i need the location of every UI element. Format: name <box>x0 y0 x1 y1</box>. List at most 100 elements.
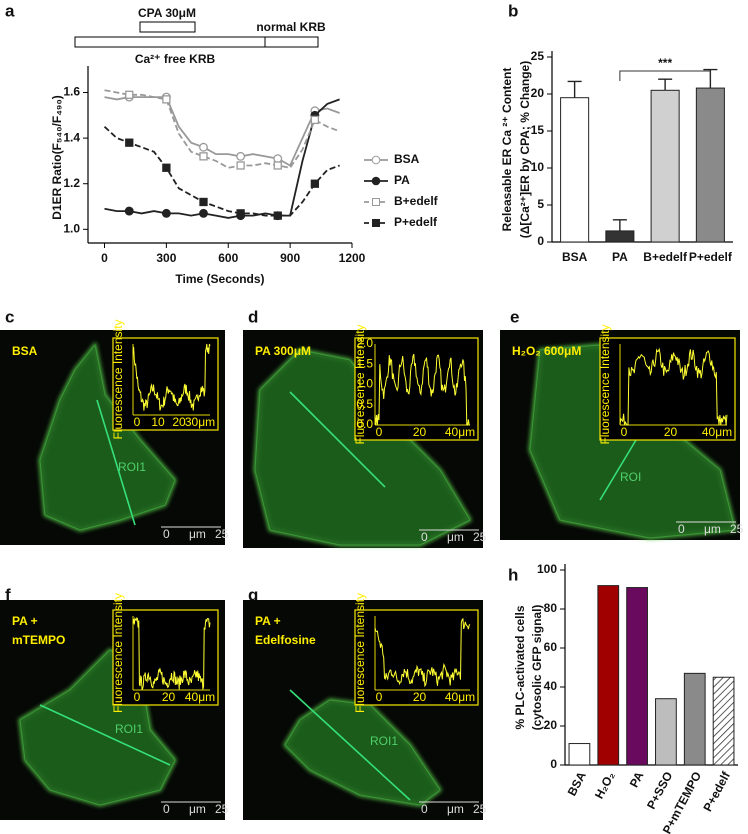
marker <box>273 161 282 170</box>
image-label: Edelfosine <box>255 633 316 647</box>
y-tick-label: 1.6 <box>63 85 80 99</box>
protocol-bar <box>139 21 196 33</box>
inset-ylabel: Fluorescence Intensity <box>598 324 612 444</box>
x-tick-label: 600 <box>218 251 238 265</box>
inset-x-tick-label: 20 <box>664 425 678 439</box>
inset-x-tick-label: 0 <box>376 425 383 439</box>
x-axis-label: Time (Seconds) <box>175 272 264 286</box>
annotation: normal KRB <box>256 20 326 34</box>
roi-label: ROI1 <box>370 734 398 748</box>
bar <box>605 230 635 243</box>
cell <box>284 699 441 806</box>
marker <box>236 151 246 161</box>
cell <box>39 343 176 531</box>
scale-label: 25 <box>215 527 229 541</box>
scale-label: μm <box>189 802 206 816</box>
y-axis-label: (Δ[Ca²⁺]ER by CPA; % Change) <box>518 61 532 238</box>
y-axis-label: D1ER Ratio(F₅₄₀/F₄₉₀) <box>50 95 64 220</box>
panel-letter: b <box>508 1 518 20</box>
bar <box>650 89 680 243</box>
scale-label: 25 <box>215 802 229 816</box>
inset-x-tick-label: 0 <box>376 690 383 704</box>
inset-y-tick-label: 2.0 <box>356 336 373 350</box>
bar <box>655 698 677 766</box>
error-bar <box>567 80 582 98</box>
y-axis-label: (cytosolic GFP signal) <box>530 605 544 731</box>
annotation: Ca²⁺ free KRB <box>135 52 216 66</box>
legend-label: P+edelf <box>394 215 438 229</box>
scale-label: 25 <box>730 522 744 536</box>
panel-letter: c <box>5 307 14 326</box>
legend-marker <box>372 198 380 206</box>
bar <box>683 672 706 766</box>
marker <box>162 163 171 172</box>
x-tick-label: BSA <box>565 769 589 798</box>
x-tick-label: B+edelf <box>643 250 688 264</box>
legend-marker <box>371 155 381 165</box>
marker <box>162 95 171 104</box>
y-tick-label: 100 <box>537 562 557 576</box>
x-tick-label: 1200 <box>339 251 366 265</box>
y-axis-label: % PLC-activated cells <box>513 605 527 729</box>
x-tick-label: 300 <box>156 251 176 265</box>
panel-letter: a <box>5 1 15 20</box>
inset-x-tick-label: 20 <box>162 690 176 704</box>
x-tick-label: PA <box>627 769 647 790</box>
inset-ylabel: Fluorescence Intensity <box>353 324 367 444</box>
y-tick-label: 40 <box>544 679 558 693</box>
bar <box>712 676 735 766</box>
inset-x-tick-label: 40μm <box>702 425 732 439</box>
panel-letter: f <box>5 585 11 604</box>
roi-line <box>39 704 171 766</box>
roi-label: ROI1 <box>118 460 146 474</box>
y-tick-label: 10 <box>531 160 545 174</box>
scale-label: 0 <box>421 530 428 544</box>
x-tick-label: 0 <box>101 251 108 265</box>
significance-label: *** <box>658 56 672 70</box>
scale-label: μm <box>447 530 464 544</box>
marker <box>310 179 320 188</box>
y-tick-label: 20 <box>544 718 558 732</box>
marker <box>125 138 134 147</box>
y-tick-label: 1.2 <box>63 176 80 190</box>
error-bar <box>658 78 673 91</box>
legend-label: B+edelf <box>394 194 439 208</box>
scale-label: 25 <box>473 530 487 544</box>
y-tick-label: 60 <box>544 640 558 654</box>
inset-x-tick-label: 40μm <box>185 690 215 704</box>
bar <box>568 743 591 766</box>
image-label: PA + <box>12 614 38 628</box>
y-tick-label: 0 <box>537 234 544 248</box>
legend-label: BSA <box>394 152 420 166</box>
inset-trace <box>132 343 211 411</box>
inset-frame <box>599 337 736 441</box>
scale-label: 25 <box>473 802 487 816</box>
marker <box>199 208 208 218</box>
marker <box>310 115 320 125</box>
marker <box>236 209 245 218</box>
inset-x-tick-label: 0 <box>134 690 141 704</box>
inset-ylabel: Fluorescence Intensity <box>111 319 125 439</box>
y-tick-label: 20 <box>531 86 545 100</box>
marker <box>161 208 171 218</box>
y-axis-label: Releasable ER Ca ²⁺ Content <box>500 68 514 232</box>
inset-trace <box>132 617 211 691</box>
panel-letter: e <box>510 307 519 326</box>
inset-ylabel: Fluorescence Intensity <box>111 593 125 713</box>
x-tick-label: H₂O₂ <box>592 769 618 801</box>
roi-line <box>289 391 386 488</box>
series-line <box>104 98 340 219</box>
panel-letter: d <box>248 307 258 326</box>
y-tick-label: 80 <box>544 601 558 615</box>
scale-label: 0 <box>421 802 428 816</box>
bar <box>597 585 620 766</box>
significance-bracket <box>619 70 711 81</box>
cell <box>254 349 471 546</box>
panel-letter: h <box>508 565 518 584</box>
marker <box>199 142 208 152</box>
legend-marker <box>371 176 381 186</box>
image-label: BSA <box>12 344 38 358</box>
scale-label: μm <box>704 522 721 536</box>
marker <box>124 206 134 216</box>
